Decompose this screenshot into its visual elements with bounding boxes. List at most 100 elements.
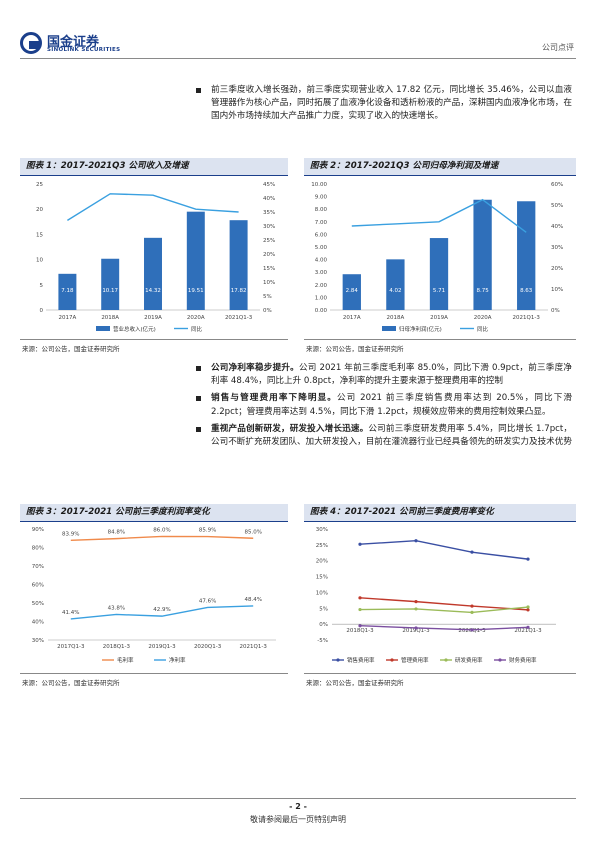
figure-4-title: 图表 4：2017-2021 公司前三季度费用率变化 bbox=[304, 504, 576, 521]
x-tick-label: 2018A bbox=[387, 315, 405, 321]
y-tick-label: 20 bbox=[36, 207, 43, 213]
bar-data-label: 2.84 bbox=[346, 288, 359, 294]
bar-data-label: 14.32 bbox=[145, 288, 161, 294]
y-tick-label: 10.00 bbox=[311, 182, 327, 188]
figure-3-source: 来源：公司公告，国金证券研究所 bbox=[22, 679, 120, 687]
legend-label: 同比 bbox=[191, 325, 203, 333]
bar-data-label: 17.82 bbox=[231, 288, 247, 294]
growth-line bbox=[67, 193, 239, 221]
y-tick-label: 70% bbox=[32, 564, 44, 570]
x-tick-label: 2017Q1-3 bbox=[57, 644, 85, 650]
legend-swatch-point bbox=[390, 658, 394, 662]
y-tick-label: 4.00 bbox=[315, 258, 328, 264]
series-point bbox=[358, 596, 362, 600]
x-tick-label: 2021Q1-3 bbox=[514, 628, 542, 634]
bar bbox=[473, 199, 492, 310]
bar bbox=[186, 211, 205, 310]
y2-tick-label: 35% bbox=[263, 210, 275, 216]
series-point bbox=[526, 605, 530, 609]
y-tick-label: 9.00 bbox=[315, 195, 328, 201]
y2-tick-label: 5% bbox=[263, 294, 272, 300]
bullet-square-icon bbox=[196, 88, 201, 93]
figure-2-title: 图表 2：2017-2021Q3 公司归母净利润及增速 bbox=[304, 158, 576, 175]
series-line bbox=[359, 606, 529, 614]
bar-data-label: 8.75 bbox=[476, 288, 489, 294]
figure-3-rule bbox=[20, 521, 288, 522]
y-tick-label: 7.00 bbox=[315, 220, 328, 226]
growth-line bbox=[351, 198, 527, 233]
data-label: 84.8% bbox=[108, 530, 125, 536]
y-tick-label: 6.00 bbox=[315, 232, 328, 238]
y-tick-label: 80% bbox=[32, 546, 44, 552]
y2-tick-label: 30% bbox=[551, 245, 563, 251]
bar-data-label: 10.17 bbox=[102, 288, 118, 294]
x-tick-label: 2021Q1-3 bbox=[240, 644, 268, 650]
figure-2-source: 来源：公司公告，国金证券研究所 bbox=[306, 345, 404, 353]
bar-data-label: 19.51 bbox=[188, 288, 204, 294]
bullet-text: 公司 2021 前三季度销售费用率达到 20.5%，同比下滑 2.2pct；管理… bbox=[211, 393, 572, 417]
series-point bbox=[470, 604, 474, 608]
y2-tick-label: 30% bbox=[263, 224, 275, 230]
y2-tick-label: 0% bbox=[551, 308, 560, 314]
series-line bbox=[359, 540, 529, 560]
legend-label: 营业总收入(亿元) bbox=[113, 325, 156, 333]
y2-tick-label: 10% bbox=[263, 280, 275, 286]
bar bbox=[144, 237, 162, 310]
y-tick-label: 30% bbox=[32, 638, 44, 644]
footer-divider bbox=[20, 798, 576, 799]
y2-tick-label: 20% bbox=[551, 266, 563, 272]
legend-label: 管理费用率 bbox=[401, 656, 429, 664]
figure-4-chart: -5% 0% 5% 10% 15% 20% 25% 30% 2018Q1-3 2019Q1-3 20… bbox=[316, 527, 556, 664]
y2-tick-label: 15% bbox=[263, 266, 275, 272]
bullet-lead: 重视产品创新研发，研发投入增长迅速。 bbox=[211, 423, 369, 434]
x-tick-label: 2021Q1-3 bbox=[225, 315, 253, 321]
bar bbox=[386, 259, 405, 310]
bar bbox=[229, 220, 248, 310]
legend-swatch-point bbox=[444, 658, 448, 662]
y-tick-label: 15% bbox=[316, 575, 328, 581]
bullet-lead: 公司净利率稳步提升。 bbox=[211, 363, 299, 373]
y-tick-label: 5 bbox=[40, 283, 44, 289]
figure-1-title: 图表 1：2017-2021Q3 公司收入及增速 bbox=[20, 158, 288, 175]
y-tick-label: 10% bbox=[316, 590, 328, 596]
header-divider bbox=[20, 58, 576, 59]
data-label: 86.0% bbox=[153, 527, 170, 533]
series-point bbox=[526, 625, 530, 629]
list-item: 公司净利率稳步提升。公司 2021 年前三季度毛利率 85.0%，同比下滑 0.… bbox=[196, 362, 572, 388]
legend-label: 毛利率 bbox=[117, 656, 134, 664]
bullet-text: 公司前三季度研发费用率 5.4%，同比增长 1.7pct，公司不断扩充研发团队、… bbox=[211, 423, 572, 448]
logo-text-en: SINOLINK SECURITIES bbox=[47, 47, 121, 53]
figure-3-chart: 30% 40% 50% 60% 70% 80% 90% 2017Q1-3 2018Q1-3 201… bbox=[32, 527, 276, 664]
y-tick-label: 10 bbox=[36, 258, 43, 264]
y-tick-label: 8.00 bbox=[315, 207, 328, 213]
series-point bbox=[358, 607, 362, 612]
legend-label: 研发费用率 bbox=[455, 656, 483, 664]
y-tick-label: -5% bbox=[317, 638, 328, 644]
y-tick-label: 40% bbox=[32, 620, 44, 626]
data-label: 85.0% bbox=[244, 529, 261, 535]
x-tick-label: 2018Q1-3 bbox=[346, 628, 374, 634]
series-line bbox=[70, 605, 254, 620]
logo-text-cn: 国金证券 bbox=[47, 35, 100, 50]
x-tick-label: 2019Q1-3 bbox=[148, 644, 176, 650]
bullet-lead: 销售与管理费用率下降明显。 bbox=[211, 393, 337, 404]
list-item: 销售与管理费用率下降明显。公司 2021 前三季度销售费用率达到 20.5%，同… bbox=[196, 392, 572, 418]
disclaimer: 敬请参阅最后一页特别声明 bbox=[250, 815, 346, 824]
bar bbox=[58, 273, 77, 310]
y-tick-label: 30% bbox=[316, 527, 328, 533]
figure-1-chart: 0 5 10 15 20 25 0% 5% 10% 15% 20% 25% 30% 35% 40% 45% 7.… bbox=[36, 182, 275, 333]
data-label: 42.9% bbox=[153, 607, 170, 613]
x-tick-label: 2019A bbox=[430, 315, 448, 321]
series-point bbox=[414, 626, 418, 630]
figure-2-rule bbox=[304, 175, 576, 176]
data-label: 48.4% bbox=[244, 597, 261, 603]
list-item: 前三季度收入增长强劲，前三季度实现营业收入 17.82 亿元，同比增长 35.4… bbox=[196, 84, 572, 124]
bar bbox=[101, 258, 120, 310]
y-tick-label: 5% bbox=[319, 606, 328, 612]
series-point bbox=[358, 624, 362, 628]
bullet-square-icon bbox=[196, 366, 201, 371]
y-tick-label: 1.00 bbox=[315, 295, 328, 301]
y-tick-label: 25% bbox=[316, 543, 328, 549]
legend-swatch-bar bbox=[96, 326, 110, 331]
x-tick-label: 2020A bbox=[187, 315, 205, 321]
